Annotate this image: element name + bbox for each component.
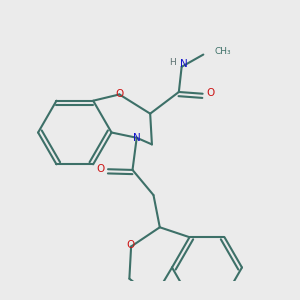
Text: CH₃: CH₃ — [214, 47, 231, 56]
Text: O: O — [126, 241, 134, 250]
Text: H: H — [169, 58, 176, 67]
Text: N: N — [179, 59, 187, 69]
Text: N: N — [133, 133, 141, 143]
Text: O: O — [96, 164, 104, 173]
Text: O: O — [115, 89, 124, 99]
Text: O: O — [206, 88, 214, 98]
